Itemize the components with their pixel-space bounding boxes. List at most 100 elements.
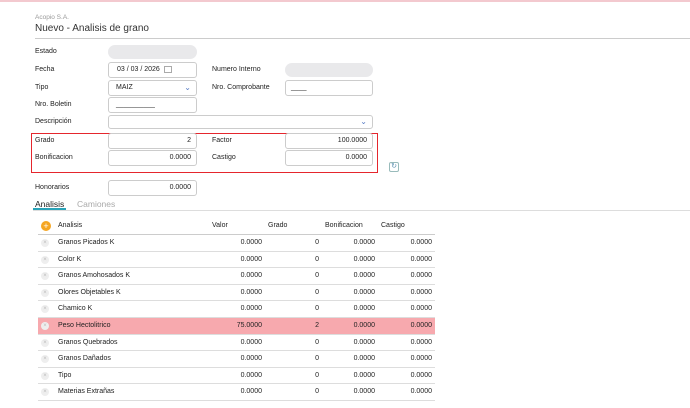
remove-button[interactable]: ×: [41, 272, 49, 281]
header-divider: [38, 234, 435, 235]
table-cell: 0: [315, 388, 319, 396]
table-cell: 0.0000: [410, 288, 432, 296]
table-cell: 0.0000: [353, 338, 375, 346]
date-input[interactable]: 03 / 03 / 2026: [108, 62, 197, 78]
table-row: × Granos Picados K 0.0000 0 0.0000 0.0000: [38, 235, 435, 252]
remove-button[interactable]: ×: [41, 305, 49, 314]
label: Nro. Comprobante: [212, 84, 270, 91]
table-cell: Granos Dañados: [58, 355, 111, 363]
table-cell: 0.0000: [353, 288, 375, 296]
table-cell: 0: [315, 239, 319, 246]
table-row: × Granos Amohosados K 0.0000 0 0.0000 0.0000: [38, 268, 435, 285]
table-cell: Chamico K: [58, 305, 93, 313]
table-row: × Chamico K 0.0000 0 0.0000 0.0000: [38, 301, 435, 318]
remove-button[interactable]: ×: [41, 288, 49, 297]
label: Grado: [35, 137, 55, 144]
remove-button[interactable]: ×: [41, 322, 49, 330]
remove-button[interactable]: ×: [41, 388, 49, 397]
table-row: × Granos Quebrados 0.0000 0 0.0000 0.0000: [38, 335, 435, 352]
table-cell: Granos Amohosados K: [58, 272, 130, 280]
divider: [35, 38, 690, 39]
table-row: × Olores Objetables K 0.0000 0 0.0000 0.0000: [38, 285, 435, 302]
input[interactable]: [108, 45, 197, 59]
table-cell: 0.0000: [410, 371, 432, 379]
page-title: Nuevo - Analisis de grano: [35, 23, 149, 34]
input[interactable]: 2: [108, 133, 197, 149]
label: Descripción: [35, 118, 72, 125]
table-cell: 0.0000: [410, 272, 432, 280]
tab[interactable]: Camiones: [77, 199, 116, 209]
table-cell: 0: [315, 338, 319, 346]
label: Tipo: [35, 84, 49, 91]
table-cell: 0.0000: [353, 371, 375, 379]
table-cell: 0.0000: [353, 388, 375, 396]
table-cell: Granos Quebrados: [58, 338, 118, 346]
label: Estado: [35, 48, 57, 55]
input[interactable]: 0.0000: [108, 150, 197, 166]
table-row: × Color K 0.0000 0 0.0000 0.0000: [38, 252, 435, 269]
add-button[interactable]: +: [41, 221, 51, 231]
table-cell: 0.0000: [353, 272, 375, 280]
table-cell: 0.0000: [240, 272, 262, 280]
table-row: × Granos Dañados 0.0000 0 0.0000 0.0000: [38, 351, 435, 368]
label: Nro. Boletin: [35, 101, 72, 108]
table-cell: 0.0000: [410, 255, 432, 263]
column-header: Castigo: [381, 222, 405, 229]
table-cell: Olores Objetables K: [58, 288, 121, 296]
table-cell: 75.0000: [236, 322, 262, 329]
top-bar: [0, 0, 690, 2]
table-cell: Color K: [58, 255, 82, 263]
table-cell: 0.0000: [353, 255, 375, 263]
table-cell: Granos Picados K: [58, 239, 115, 246]
table-cell: 0.0000: [410, 305, 432, 313]
input[interactable]: __________: [108, 97, 197, 113]
input[interactable]: 100.0000: [285, 133, 373, 149]
table-cell: Peso Hectolitrico: [58, 322, 111, 329]
table-cell: 0.0000: [353, 322, 375, 329]
table-cell: 2: [315, 322, 319, 329]
select[interactable]: MAIZ ⌄: [108, 80, 197, 96]
label: Castigo: [212, 154, 236, 161]
table-cell: 0.0000: [410, 388, 432, 396]
table-cell: 0.0000: [240, 255, 262, 263]
input[interactable]: [285, 63, 373, 77]
table-cell: 0: [315, 272, 319, 280]
table-row: × Materias Extrañas 0.0000 0 0.0000 0.0000: [38, 384, 435, 401]
company: Acopio S.A.: [35, 14, 69, 21]
table-cell: 0.0000: [353, 239, 375, 246]
table-cell: 0.0000: [240, 371, 262, 379]
calendar-icon: [164, 66, 172, 73]
table-cell: Tipo: [58, 371, 72, 379]
remove-button[interactable]: ×: [41, 255, 49, 264]
table-row: × Tipo 0.0000 0 0.0000 0.0000: [38, 368, 435, 385]
value: ____: [291, 84, 307, 91]
table-cell: 0.0000: [240, 388, 262, 396]
table-cell: 0.0000: [240, 355, 262, 363]
table-cell: 0.0000: [240, 239, 262, 246]
select[interactable]: ⌄: [108, 115, 373, 129]
remove-button[interactable]: ×: [41, 355, 49, 364]
table-cell: 0: [315, 355, 319, 363]
input[interactable]: 0.0000: [285, 150, 373, 166]
table-cell: 0: [315, 371, 319, 379]
table-row: × Peso Hectolitrico 75.0000 2 0.0000 0.0000: [38, 318, 435, 335]
tab[interactable]: Analisis: [35, 199, 65, 209]
remove-button[interactable]: ×: [41, 239, 49, 247]
table-cell: 0.0000: [353, 305, 375, 313]
value: __________: [116, 101, 155, 108]
remove-button[interactable]: ×: [41, 371, 49, 380]
value: 03 / 03 / 2026: [117, 66, 160, 73]
input[interactable]: 0.0000: [108, 180, 197, 196]
highlight-box: [31, 133, 378, 173]
table-cell: 0.0000: [240, 288, 262, 296]
table-cell: 0.0000: [410, 355, 432, 363]
refresh-button[interactable]: ↻: [389, 162, 399, 172]
chevron: ⌄: [184, 83, 191, 92]
remove-button[interactable]: ×: [41, 338, 49, 347]
tabs-divider: [33, 210, 690, 211]
label: Honorarios: [35, 184, 70, 191]
table-cell: 0.0000: [353, 355, 375, 363]
label: Numero Interno: [212, 66, 261, 73]
input[interactable]: ____: [285, 80, 373, 96]
